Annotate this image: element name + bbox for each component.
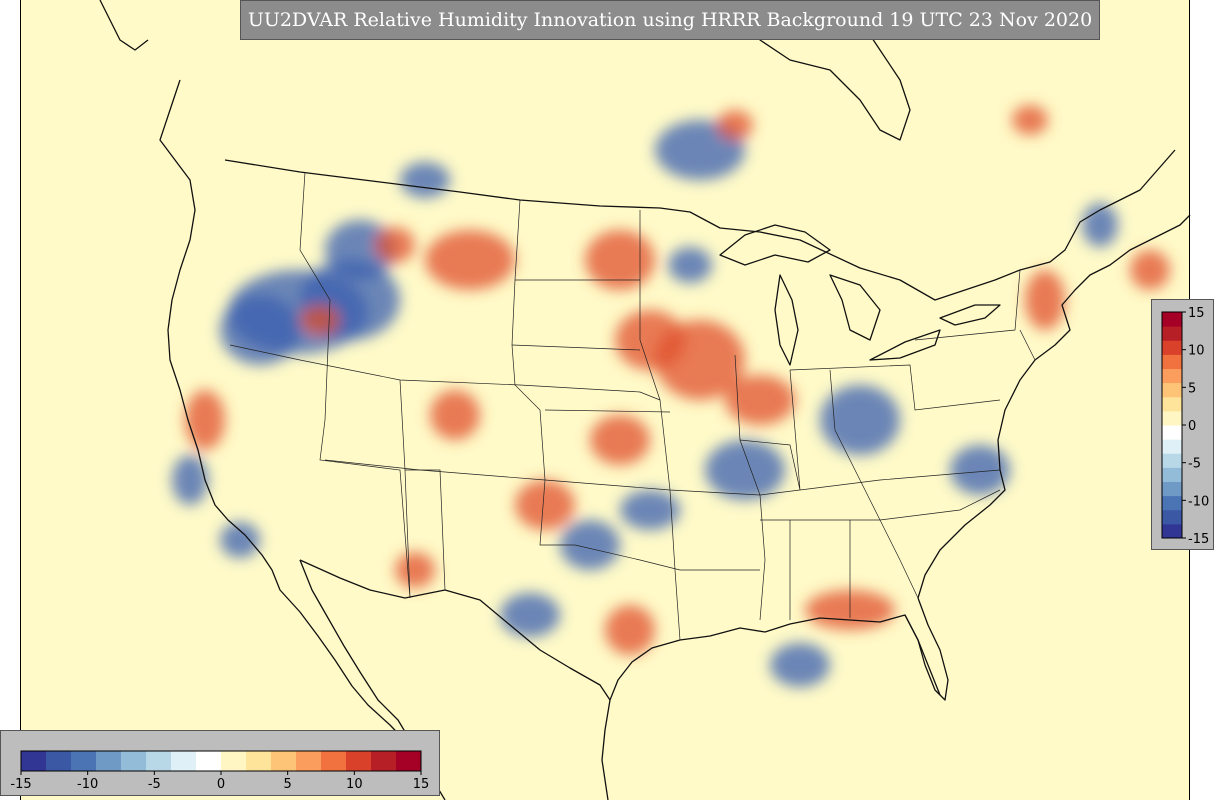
colorbar-swatch (1162, 312, 1182, 327)
negative-innovation-area (705, 440, 785, 500)
canada-us-border (224, 149, 1176, 301)
colorbar-swatch (1162, 439, 1182, 454)
colorbar-swatch (146, 751, 172, 771)
colorbar-swatch (96, 751, 122, 771)
lake-huron (829, 274, 881, 341)
colorbar-swatch (221, 751, 247, 771)
colorbar-swatch (1162, 354, 1182, 369)
positive-innovation-area (375, 227, 415, 263)
colorbar-swatch (371, 751, 397, 771)
positive-innovation-area (717, 110, 753, 140)
negative-innovation-area (950, 445, 1010, 495)
negative-innovation-area (770, 643, 830, 687)
lake-michigan (774, 274, 799, 366)
colorbar-tick-label: -5 (1188, 457, 1201, 472)
colorbar-swatch (1162, 425, 1182, 440)
map-title: UU2DVAR Relative Humidity Innovation usi… (240, 0, 1100, 40)
colorbar-tick-label: 0 (217, 777, 225, 792)
negative-innovation-area (500, 593, 560, 637)
positive-innovation-area (300, 305, 340, 335)
colorbar-swatch (1162, 410, 1182, 426)
great-slave-lake (99, 0, 149, 51)
colorbar-swatch (1162, 509, 1182, 525)
colorbar-tick-label: 5 (1188, 381, 1196, 396)
florida-outline (904, 614, 941, 696)
colorbar-swatch (321, 751, 347, 771)
colorbar-swatch (1162, 523, 1182, 539)
negative-innovation-area (220, 295, 300, 365)
positive-innovation-area (585, 230, 655, 290)
colorbar-swatch (1162, 481, 1182, 497)
negative-innovation-area (400, 162, 450, 198)
colorbar-tick-label: 5 (284, 777, 292, 792)
negative-innovation-area (820, 385, 900, 455)
colorbar-tick-label: 15 (413, 777, 430, 792)
lake-ontario (939, 304, 1001, 326)
lake-superior (719, 224, 831, 266)
pacific-coastline (159, 79, 446, 800)
negative-innovation-area (220, 522, 260, 558)
positive-innovation-area (605, 605, 655, 655)
positive-innovation-area (1012, 105, 1048, 135)
negative-innovation-area (560, 520, 620, 570)
positive-innovation-area (725, 375, 795, 425)
colorbar-swatch (1162, 396, 1182, 412)
colorbar-swatch (1162, 453, 1182, 468)
colorbar-swatch (1162, 495, 1182, 511)
positive-innovation-area (185, 390, 225, 450)
mexico-gulf-coastline (601, 699, 611, 800)
colorbar-swatch (346, 751, 372, 771)
colorbar-tick-label: -15 (10, 777, 31, 792)
innovation-field (172, 105, 1170, 687)
positive-innovation-area (425, 230, 515, 290)
vertical-colorbar: -15 -10 -5 0 5 10 15 (1151, 299, 1214, 550)
horizontal-colorbar-graphic: -15 -10 -5 0 5 10 15 (10, 750, 430, 792)
colorbar-tick-label: -10 (77, 777, 98, 792)
baja-coastline (299, 559, 411, 741)
colorbar-tick-label: -5 (148, 777, 161, 792)
colorbar-swatch (1162, 326, 1182, 341)
positive-innovation-area (615, 310, 685, 370)
positive-innovation-area (395, 552, 435, 588)
colorbar-swatch (1162, 340, 1182, 355)
colorbar-tick-label: 15 (1188, 306, 1205, 321)
horizontal-colorbar: -15 -10 -5 0 5 10 15 (0, 730, 440, 796)
colorbar-swatch (121, 751, 147, 771)
colorbar-swatch (1162, 467, 1182, 482)
positive-innovation-area (430, 390, 480, 440)
negative-innovation-area (620, 490, 680, 530)
vertical-colorbar-graphic: -15 -10 -5 0 5 10 15 (1161, 306, 1209, 547)
colorbar-swatch (71, 751, 97, 771)
negative-innovation-area (325, 220, 395, 280)
positive-innovation-area (590, 415, 650, 465)
negative-innovation-area (172, 455, 208, 505)
colorbar-swatch (46, 751, 72, 771)
positive-innovation-area (1130, 250, 1170, 290)
colorbar-swatch (171, 751, 197, 771)
colorbar-tick-label: 0 (1188, 419, 1196, 434)
colorbar-swatch (21, 751, 47, 771)
colorbar-swatch (1162, 382, 1182, 398)
colorbar-tick-label: 10 (346, 777, 363, 792)
colorbar-tick-label: -15 (1188, 532, 1209, 547)
colorbar-swatch (246, 751, 272, 771)
positive-innovation-area (515, 480, 575, 530)
positive-innovation-area (1025, 270, 1065, 330)
us-mexico-border (299, 559, 611, 701)
colorbar-swatch (196, 751, 222, 771)
colorbar-swatch (271, 751, 297, 771)
colorbar-tick-label: -10 (1188, 494, 1209, 509)
colorbar-swatch (1162, 368, 1182, 384)
colorbar-swatch (296, 751, 322, 771)
northern-coastline (739, 0, 911, 141)
colorbar-tick-label: 10 (1188, 344, 1205, 359)
negative-innovation-area (668, 247, 712, 283)
colorbar-swatch (396, 751, 422, 771)
state-borders (229, 171, 1036, 641)
gulf-coastline (609, 597, 949, 701)
negative-innovation-area (1082, 203, 1118, 247)
